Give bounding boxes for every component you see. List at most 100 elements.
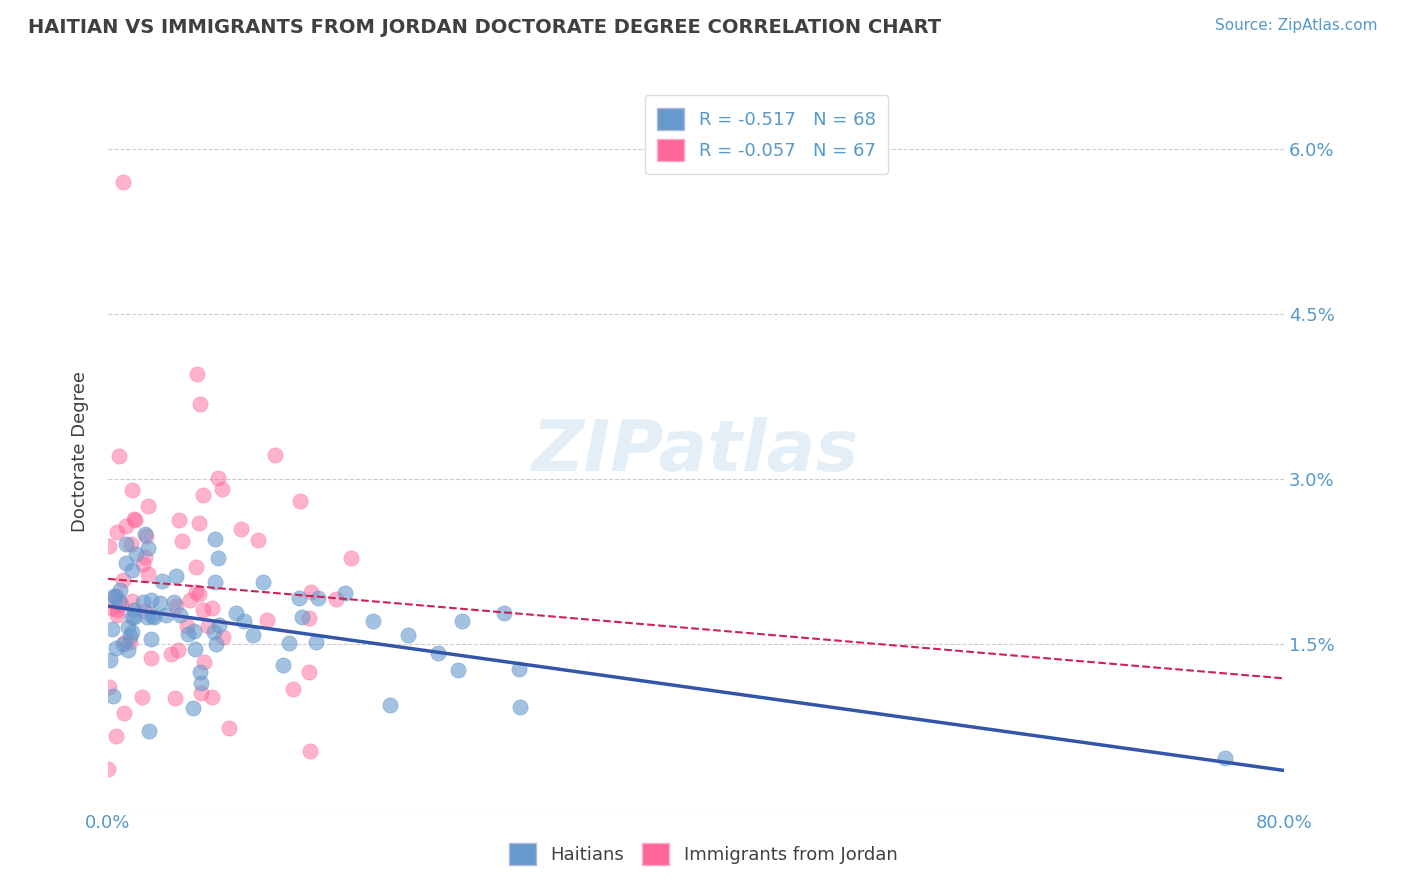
Point [125,548,148,562]
Point [187,587,209,601]
Point [101,622,124,636]
Point [107,608,129,623]
Point [124,513,146,527]
Point [138,500,160,514]
Point [105,729,128,743]
Point [121,625,143,640]
Point [242,627,264,641]
Point [118,629,141,643]
Point [509,700,531,714]
Point [107,450,129,464]
Point [1213,751,1236,765]
Point [186,560,208,574]
Point [139,632,162,646]
Point [169,513,191,527]
Point [100,600,122,615]
Point [114,635,136,649]
Point [197,619,219,633]
Point [184,641,207,656]
Point [297,611,319,625]
Point [188,516,211,530]
Point [298,744,321,758]
Point [138,566,160,581]
Point [104,589,127,603]
Point [396,628,419,642]
Point [183,624,205,638]
Point [115,556,138,570]
Point [287,591,309,606]
Point [256,613,278,627]
Point [103,690,125,704]
Point [141,608,163,623]
Point [143,610,166,624]
Point [325,592,347,607]
Point [340,550,363,565]
Point [163,691,186,706]
Point [204,533,226,547]
Point [277,636,299,650]
Point [205,637,228,651]
Point [380,698,402,713]
Text: ZIPatlas: ZIPatlas [533,417,859,486]
Point [104,591,127,605]
Point [290,494,312,508]
Point [165,568,187,582]
Point [304,634,326,648]
Point [273,658,295,673]
Point [201,601,224,615]
Point [122,610,145,624]
Point [138,723,160,738]
Point [103,589,125,603]
Point [120,634,142,648]
Point [190,676,212,690]
Point [112,706,135,721]
Point [281,682,304,697]
Point [176,619,198,633]
Point [115,519,138,533]
Point [172,534,194,549]
Point [211,482,233,496]
Point [177,627,200,641]
Point [139,651,162,665]
Point [361,614,384,628]
Point [200,690,222,704]
Point [120,536,142,550]
Point [231,522,253,536]
Point [190,686,212,700]
Point [121,594,143,608]
Point [179,592,201,607]
Point [207,550,229,565]
Point [97,680,120,694]
Point [134,527,156,541]
Point [98,539,121,553]
Legend: Haitians, Immigrants from Jordan: Haitians, Immigrants from Jordan [499,834,907,874]
Point [97,762,120,776]
Point [131,690,153,705]
Point [188,665,211,680]
Point [117,620,139,634]
Point [426,646,449,660]
Text: HAITIAN VS IMMIGRANTS FROM JORDAN DOCTORATE DEGREE CORRELATION CHART: HAITIAN VS IMMIGRANTS FROM JORDAN DOCTOR… [28,18,941,37]
Point [186,585,208,599]
Point [155,607,177,622]
Point [135,610,157,624]
Point [134,550,156,565]
Point [149,596,172,610]
Point [108,582,131,597]
Point [110,597,132,611]
Point [204,574,226,589]
Point [333,586,356,600]
Point [191,603,214,617]
Text: Source: ZipAtlas.com: Source: ZipAtlas.com [1215,18,1378,33]
Point [121,483,143,498]
Point [291,610,314,624]
Point [451,615,474,629]
Point [225,606,247,620]
Point [181,700,204,714]
Point [212,630,235,644]
Point [117,643,139,657]
Point [132,557,155,571]
Point [104,640,127,655]
Point [263,448,285,462]
Point [301,585,323,599]
